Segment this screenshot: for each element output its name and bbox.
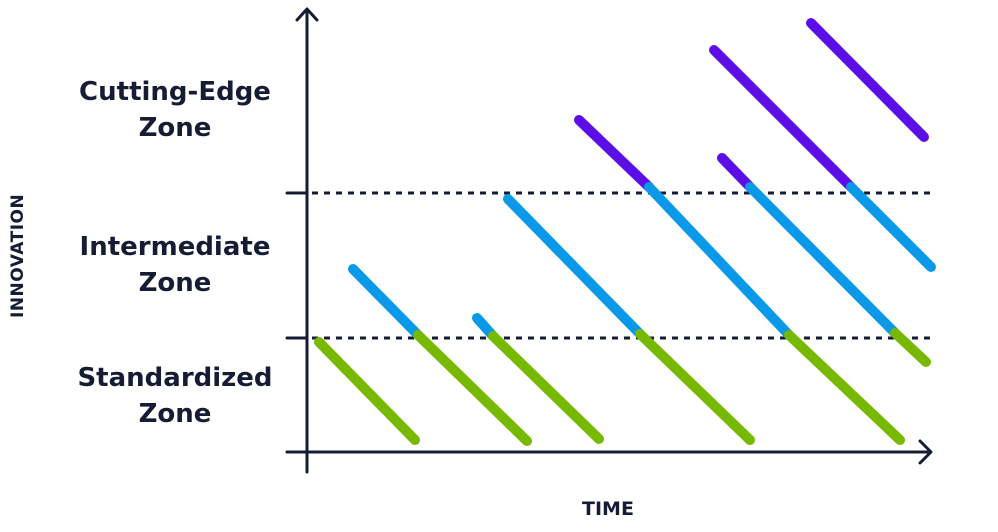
y-axis-arrow-icon: [295, 7, 319, 22]
zone-label-line: Zone: [138, 399, 212, 429]
zone-label-line: Zone: [138, 113, 212, 143]
zone-label-standardized: Standardized Zone: [50, 360, 300, 432]
lifecycle-segment-standardized: [890, 328, 931, 367]
zone-label-line: Intermediate: [79, 232, 271, 262]
zone-label-line: Zone: [138, 268, 212, 298]
lifecycle-segment-cutting-edge: [574, 115, 654, 192]
zone-label-line: Standardized: [77, 363, 273, 393]
lifecycle-segment-standardized: [314, 337, 420, 445]
lifecycle-segment-standardized: [784, 330, 905, 445]
lifecycle-segment-standardized: [635, 329, 755, 445]
lifecycle-segment-cutting-edge: [709, 45, 856, 192]
lifecycle-segment-intermediate: [745, 182, 900, 338]
zone-label-line: Cutting-Edge: [79, 77, 271, 107]
lifecycle-segment-cutting-edge: [806, 18, 929, 142]
zone-label-intermediate: Intermediate Zone: [50, 229, 300, 301]
lifecycle-segment-intermediate: [644, 182, 794, 340]
lifecycle-segment-cutting-edge: [717, 153, 755, 192]
lifecycle-segment-intermediate: [503, 194, 645, 339]
x-axis-arrow-icon: [918, 439, 933, 465]
lifecycle-segment-intermediate: [846, 182, 936, 272]
x-axis-label: TIME: [582, 498, 634, 520]
lifecycle-segment-standardized: [413, 330, 532, 446]
lifecycle-segment-standardized: [488, 331, 604, 444]
zone-label-cutting-edge: Cutting-Edge Zone: [50, 74, 300, 146]
lifecycle-segment-intermediate: [348, 264, 423, 340]
